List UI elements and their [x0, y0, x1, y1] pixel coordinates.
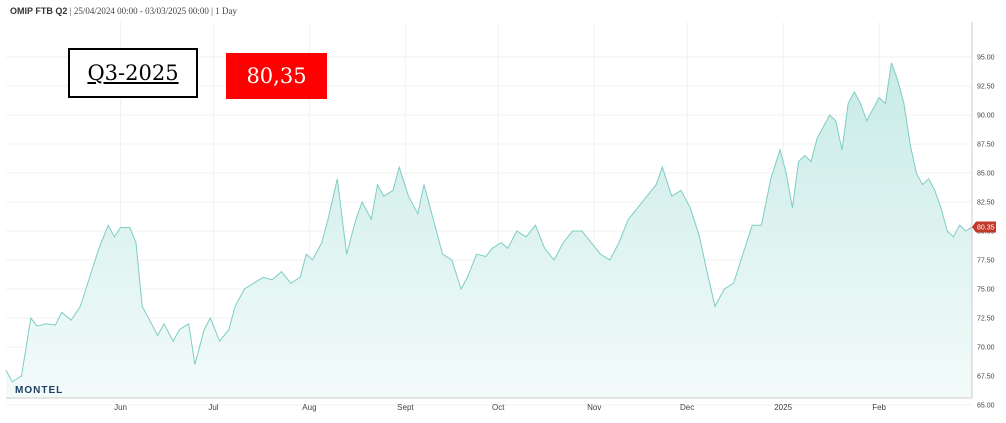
last-price-marker — [972, 221, 996, 233]
y-tick-label: 67.50 — [977, 374, 995, 381]
x-tick-label: Nov — [587, 403, 601, 412]
y-tick-label: 70.00 — [977, 345, 995, 352]
y-tick-label: 82.50 — [977, 200, 995, 207]
y-tick-label: 77.50 — [977, 258, 995, 265]
y-tick-label: 92.50 — [977, 84, 995, 91]
x-tick-label: Sept — [397, 403, 414, 412]
last-price-value: 80.35 — [977, 224, 995, 231]
price-line — [5, 62, 973, 383]
y-axis: 95.0092.5090.0087.5085.0082.5080.0077.50… — [971, 22, 995, 410]
y-tick-label: 95.00 — [977, 55, 995, 62]
contract-label: Q3-2025 — [68, 48, 198, 98]
price-label: 80,35 — [226, 53, 327, 99]
symbol-name: OMIP FTB Q2 — [10, 6, 68, 16]
y-tick-label: 90.00 — [977, 113, 995, 120]
x-tick-label: Aug — [302, 403, 316, 412]
x-axis: Jun Jul Aug Sept Oct Nov Dec 2025 Feb — [6, 397, 972, 412]
y-tick-label: 65.00 — [977, 403, 995, 410]
x-tick-label: 2025 — [774, 403, 792, 412]
date-range: | 25/04/2024 00:00 - 03/03/2025 00:00 | … — [69, 6, 237, 16]
x-tick-label: Oct — [492, 403, 505, 412]
chart-header: OMIP FTB Q2 | 25/04/2024 00:00 - 03/03/2… — [10, 6, 237, 16]
x-tick-label: Jun — [114, 403, 127, 412]
price-area — [6, 62, 972, 399]
y-tick-label: 72.50 — [977, 316, 995, 323]
y-tick-label: 85.00 — [977, 171, 995, 178]
x-tick-label: Feb — [872, 403, 886, 412]
y-tick-label: 75.00 — [977, 287, 995, 294]
x-tick-label: Jul — [208, 403, 218, 412]
montel-logo: MONTEL — [15, 385, 64, 396]
last-price-badge: 80.35 — [972, 221, 996, 233]
y-tick-label: 87.50 — [977, 142, 995, 149]
x-tick-label: Dec — [680, 403, 694, 412]
